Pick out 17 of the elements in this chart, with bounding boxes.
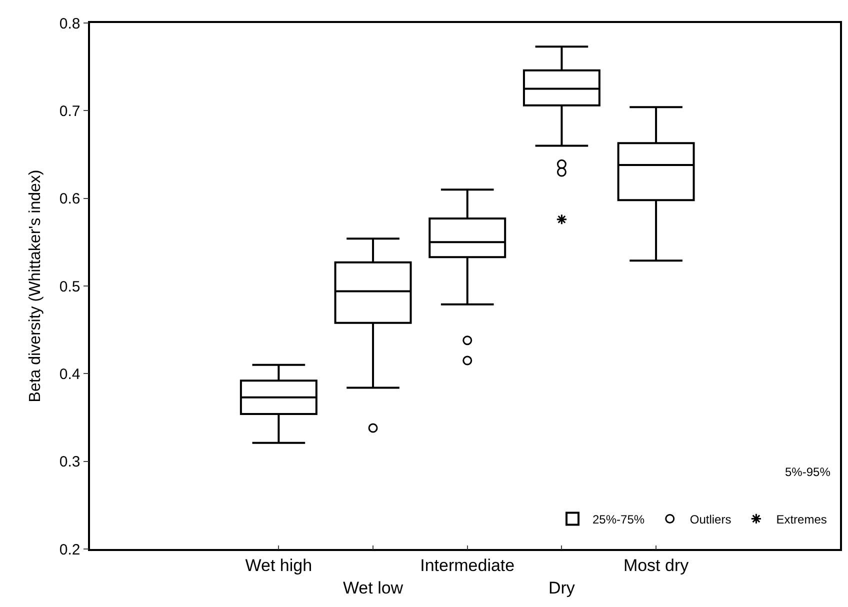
x-tick-label: Wet low bbox=[342, 578, 404, 598]
x-tick-label: Dry bbox=[548, 578, 576, 598]
annotation: 5%-95% bbox=[785, 465, 831, 479]
y-axis-title: Beta diversity (Whittaker's index) bbox=[26, 170, 44, 402]
y-tick-label: 0.8 bbox=[59, 15, 80, 32]
y-tick-label: 0.6 bbox=[59, 190, 80, 208]
y-tick-label: 0.3 bbox=[59, 454, 80, 471]
legend-label: Outliers bbox=[690, 512, 732, 526]
y-tick-label: 0.4 bbox=[59, 366, 80, 383]
y-tick-label: 0.2 bbox=[59, 541, 80, 558]
legend-label: Extremes bbox=[776, 512, 827, 526]
legend-label: 25%-75% bbox=[592, 512, 645, 526]
y-tick-label: 0.5 bbox=[59, 278, 80, 296]
x-tick-label: Intermediate bbox=[420, 556, 515, 576]
x-tick-label: Most dry bbox=[623, 556, 690, 576]
x-tick-label: Wet high bbox=[245, 556, 312, 576]
y-tick-label: 0.7 bbox=[59, 102, 80, 120]
